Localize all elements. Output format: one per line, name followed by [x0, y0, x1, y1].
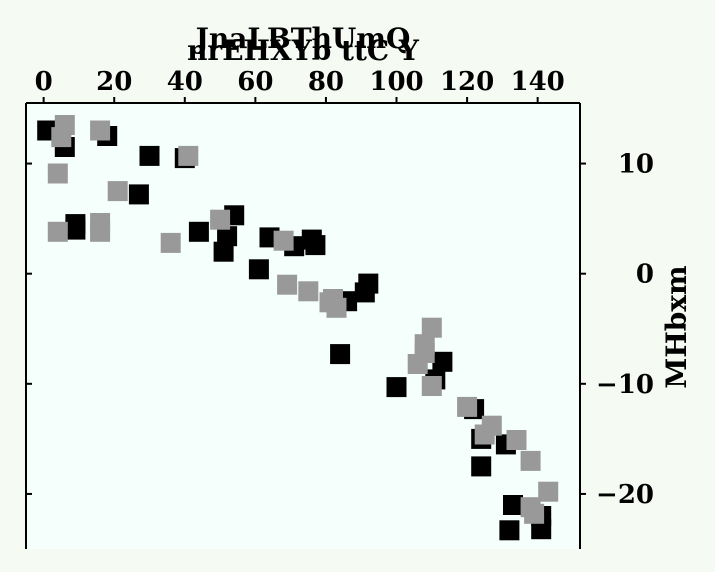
series-2-point-30: [524, 503, 545, 524]
x-axis-ticks: 0 20 40 60 80 100 120 140: [35, 67, 565, 103]
series-1-point-22: [386, 377, 407, 398]
plot-area: [26, 103, 580, 549]
chart-marks: [37, 115, 559, 541]
series-2-point-14: [298, 281, 319, 302]
series-2-point-11: [210, 209, 231, 230]
series-2-point-5: [47, 163, 68, 184]
series-1-point-4: [139, 145, 160, 166]
series-2-point-27: [520, 450, 541, 471]
series-2-point-7: [47, 221, 68, 242]
x-axis-label: nrEHXYb ttC Y: [187, 34, 420, 67]
series-2-point-21: [407, 354, 428, 374]
x-tick-label: 120: [440, 67, 494, 97]
x-tick-label: 100: [369, 67, 423, 97]
series-2-point-6: [107, 181, 128, 202]
series-1-point-24: [432, 351, 453, 372]
series-1-point-7: [65, 219, 86, 240]
series-1-point-21: [330, 344, 351, 365]
x-tick-label: 80: [308, 67, 344, 97]
series-2-point-17: [326, 297, 347, 318]
x-tick-label: 0: [35, 67, 53, 97]
series-1-point-10: [217, 226, 238, 247]
y-axis-label: MHbxm: [660, 265, 693, 388]
x-tick-label: 140: [511, 67, 565, 97]
y-tick-label: −20: [596, 480, 654, 510]
y-tick-label: −10: [596, 370, 654, 400]
series-2-point-18: [421, 317, 442, 338]
y-tick-label: 0: [636, 260, 654, 290]
series-2-point-2: [51, 127, 72, 148]
series-2-point-23: [457, 396, 478, 417]
series-1-point-31: [499, 520, 520, 541]
chart-title: JnaLBThUmQ: [193, 22, 411, 55]
y-axis-ticks: 10 0 −10 −20: [26, 150, 654, 510]
series-1-point-20: [358, 273, 379, 294]
series-1-point-17: [305, 235, 326, 256]
series-2-point-25: [474, 424, 495, 445]
series-2-point-10: [160, 232, 181, 253]
series-1-point-12: [213, 241, 234, 262]
series-1-point-8: [128, 184, 149, 205]
series-2-point-28: [538, 481, 559, 502]
series-2-point-4: [178, 145, 199, 166]
x-tick-label: 20: [96, 67, 132, 97]
series-2-point-22: [421, 376, 442, 396]
series-2-point-26: [506, 430, 527, 450]
series-1-point-13: [248, 259, 269, 280]
series-1-point-32: [531, 519, 552, 540]
series-1-point-29: [503, 495, 523, 515]
series-2-point-3: [90, 120, 111, 141]
x-tick-label: 60: [237, 67, 273, 97]
series-1-point-28: [471, 456, 492, 477]
series-2-point-9: [90, 221, 111, 242]
y-tick-label: 10: [618, 150, 654, 180]
series-2-point-12: [273, 230, 294, 251]
series-1-point-9: [188, 221, 209, 242]
x-tick-label: 40: [167, 67, 203, 97]
series-2-point-13: [277, 274, 298, 295]
